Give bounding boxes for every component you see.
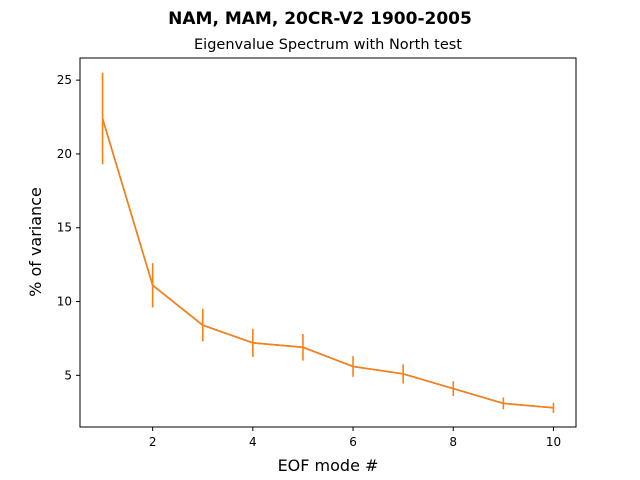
y-tick-label: 20 [57, 147, 72, 161]
x-axis-ticks: 2 4 6 8 10 [149, 427, 561, 449]
chart-suptitle: NAM, MAM, 20CR-V2 1900-2005 [168, 9, 472, 29]
x-tick-label: 2 [149, 435, 157, 449]
y-axis-ticks: 5 10 15 20 25 [57, 73, 80, 382]
x-tick-label: 8 [449, 435, 457, 449]
y-axis-label: % of variance [26, 187, 45, 297]
chart-title: Eigenvalue Spectrum with North test [194, 37, 462, 53]
plot-frame [79, 57, 577, 428]
errorbar-layer [101, 72, 555, 413]
x-axis-label: EOF mode # [278, 456, 379, 475]
y-tick-label: 10 [57, 295, 72, 309]
y-tick-label: 15 [57, 221, 72, 235]
series-line [101, 118, 554, 409]
x-tick-label: 6 [349, 435, 357, 449]
y-tick-label: 25 [57, 73, 72, 87]
y-tick-label: 5 [64, 368, 72, 382]
plot-area [80, 58, 576, 427]
line-layer [101, 118, 554, 409]
x-tick-label: 10 [546, 435, 561, 449]
x-tick-label: 4 [249, 435, 257, 449]
